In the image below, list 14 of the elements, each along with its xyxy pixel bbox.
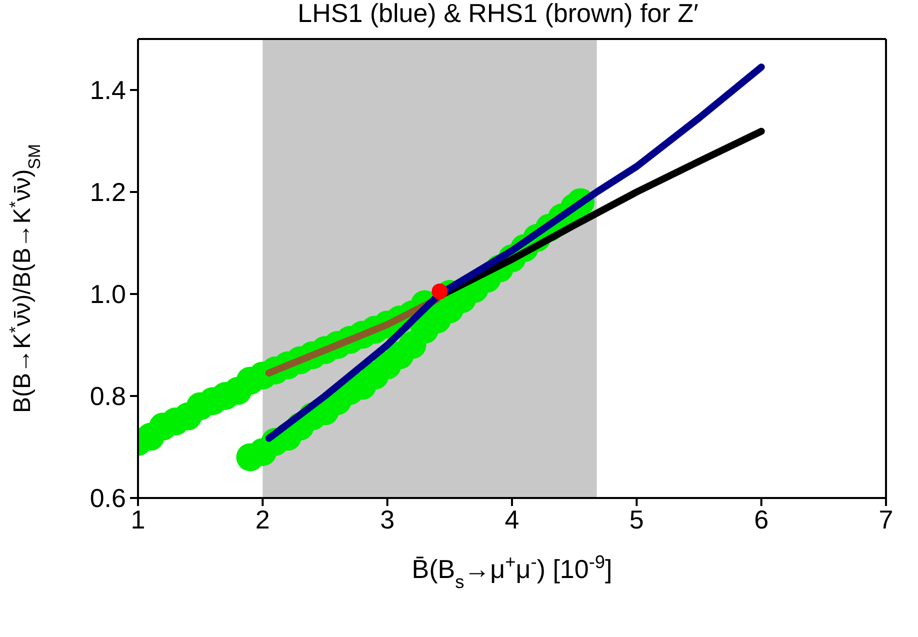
text: B̄(B$_{s}$→μ$^{+}$μ$^{-}$) [10$^{-9}$] <box>412 552 612 592</box>
x-tick-label: 7 <box>878 504 894 534</box>
chart-title: LHS1 (blue) & RHS1 (brown) for Z′ <box>298 0 699 28</box>
x-tick-label: 5 <box>629 504 644 534</box>
x-tick-label: 3 <box>380 504 395 534</box>
y-tick-label: 0.8 <box>90 381 126 412</box>
y-tick-label: 1.0 <box>90 279 126 310</box>
y-tick-label: 1.2 <box>90 177 126 208</box>
x-tick-label: 6 <box>754 504 769 534</box>
x-tick-label: 1 <box>130 504 146 534</box>
y-tick-label: 1.4 <box>90 75 126 106</box>
x-tick-label: 2 <box>255 504 270 534</box>
y-tick-label: 0.6 <box>90 483 126 514</box>
x-tick-label: 4 <box>504 504 520 534</box>
